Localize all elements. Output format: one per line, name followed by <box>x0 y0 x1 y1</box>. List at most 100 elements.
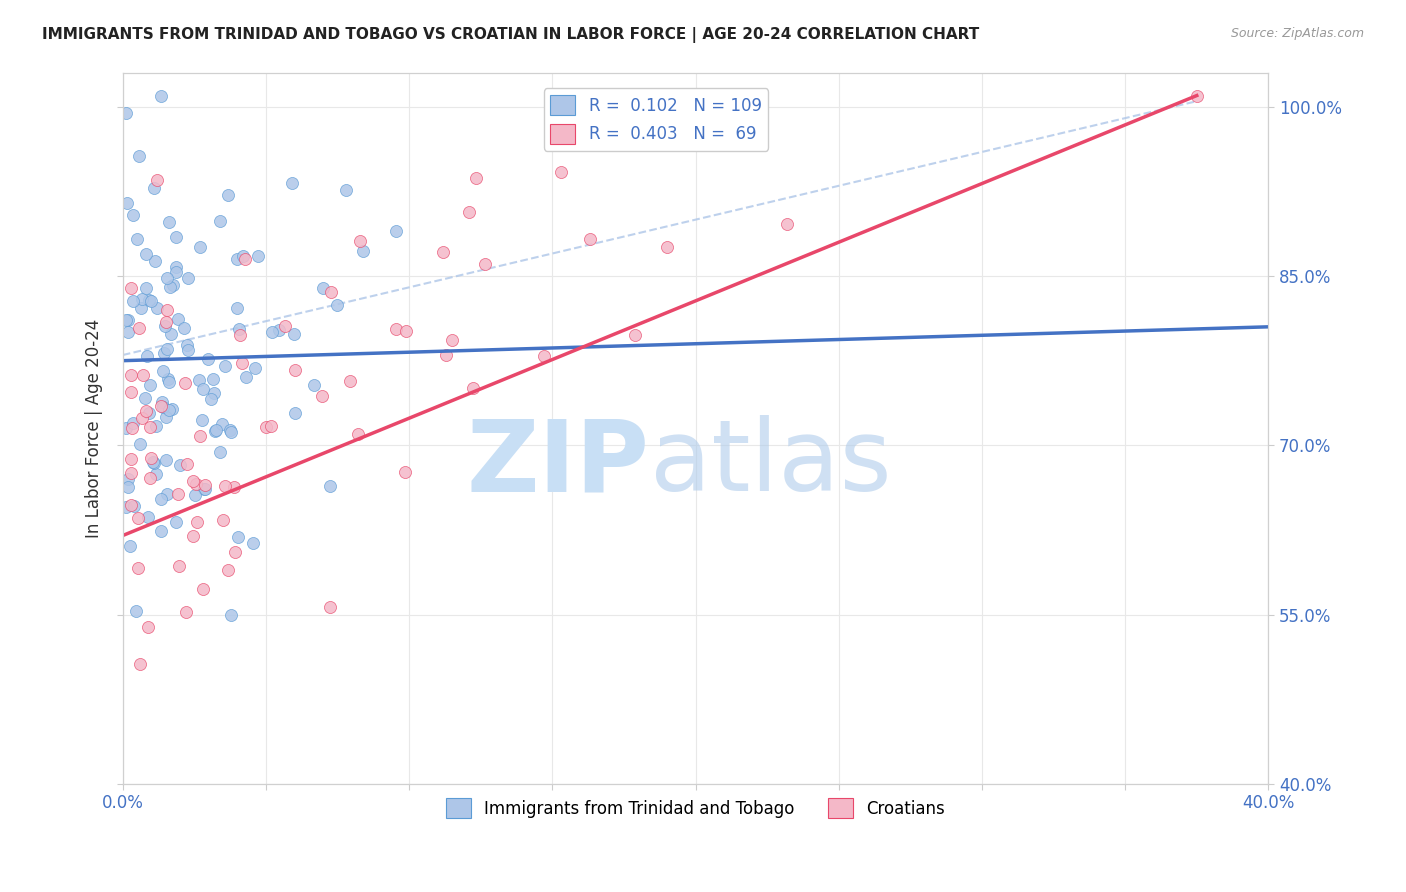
Point <box>173 320 195 334</box>
Text: IMMIGRANTS FROM TRINIDAD AND TOBAGO VS CROATIAN IN LABOR FORCE | AGE 20-24 CORRE: IMMIGRANTS FROM TRINIDAD AND TOBAGO VS C… <box>42 27 980 43</box>
Point <box>183 528 205 542</box>
Point <box>118 539 141 553</box>
Point <box>156 487 179 501</box>
Point <box>655 240 678 254</box>
Point <box>120 451 142 466</box>
Point <box>125 604 148 618</box>
Point <box>384 322 406 336</box>
Point <box>385 224 408 238</box>
Point <box>143 253 166 268</box>
Point <box>775 217 797 231</box>
Point <box>202 386 225 401</box>
Point <box>224 545 246 559</box>
Legend: Immigrants from Trinidad and Tobago, Croatians: Immigrants from Trinidad and Tobago, Cro… <box>439 791 952 825</box>
Point <box>281 176 304 190</box>
Point <box>114 500 136 514</box>
Point <box>162 402 184 417</box>
Point <box>149 88 172 103</box>
Point <box>139 293 162 308</box>
Point <box>235 370 257 384</box>
Point <box>135 247 157 261</box>
Point <box>260 419 283 434</box>
Point <box>219 425 242 439</box>
Point <box>122 208 145 222</box>
Point <box>232 249 254 263</box>
Point <box>217 187 239 202</box>
Point <box>193 382 215 396</box>
Point <box>283 326 305 341</box>
Point <box>114 312 136 326</box>
Point <box>156 271 179 285</box>
Point <box>188 374 211 388</box>
Y-axis label: In Labor Force | Age 20-24: In Labor Force | Age 20-24 <box>86 318 103 538</box>
Point <box>267 323 290 337</box>
Point <box>176 338 198 352</box>
Point <box>436 347 458 361</box>
Point <box>142 455 165 469</box>
Point <box>319 479 342 493</box>
Point <box>156 372 179 386</box>
Point <box>131 411 153 425</box>
Point <box>226 530 249 544</box>
Text: ZIP: ZIP <box>467 416 650 512</box>
Point <box>254 420 277 434</box>
Point <box>120 466 142 480</box>
Point <box>191 413 214 427</box>
Point <box>177 343 200 357</box>
Point <box>233 252 256 266</box>
Point <box>157 403 180 417</box>
Point <box>461 381 484 395</box>
Point <box>125 232 148 246</box>
Point <box>142 456 165 470</box>
Point <box>432 245 454 260</box>
Point <box>335 183 357 197</box>
Point <box>155 453 177 467</box>
Point <box>191 582 214 596</box>
Point <box>136 620 159 634</box>
Point <box>284 363 307 377</box>
Point <box>160 326 183 341</box>
Point <box>156 303 179 318</box>
Text: atlas: atlas <box>650 416 891 512</box>
Point <box>138 406 160 420</box>
Point <box>441 333 464 347</box>
Point <box>139 420 162 434</box>
Point <box>138 378 160 392</box>
Point <box>228 328 250 343</box>
Point <box>114 105 136 120</box>
Point <box>150 524 173 539</box>
Point <box>138 293 160 308</box>
Point <box>167 558 190 573</box>
Point <box>117 325 139 339</box>
Point <box>162 278 184 293</box>
Point <box>312 281 335 295</box>
Point <box>167 312 190 326</box>
Point <box>347 427 370 442</box>
Point <box>550 165 572 179</box>
Point <box>128 149 150 163</box>
Point <box>145 418 167 433</box>
Point <box>176 458 198 472</box>
Point <box>211 513 233 527</box>
Point <box>134 391 156 405</box>
Point <box>153 346 176 360</box>
Point <box>186 515 208 529</box>
Point <box>304 378 326 392</box>
Point <box>319 600 342 615</box>
Point <box>131 301 153 315</box>
Point <box>202 372 225 386</box>
Point <box>578 232 600 246</box>
Point <box>231 356 253 370</box>
Point <box>135 281 157 295</box>
Point <box>155 319 177 334</box>
Point <box>165 265 187 279</box>
Point <box>136 510 159 524</box>
Point <box>260 325 283 339</box>
Point <box>120 498 142 512</box>
Point <box>246 249 269 263</box>
Point <box>533 350 555 364</box>
Point <box>120 281 142 295</box>
Point <box>122 499 145 513</box>
Point <box>339 375 361 389</box>
Point <box>150 395 173 409</box>
